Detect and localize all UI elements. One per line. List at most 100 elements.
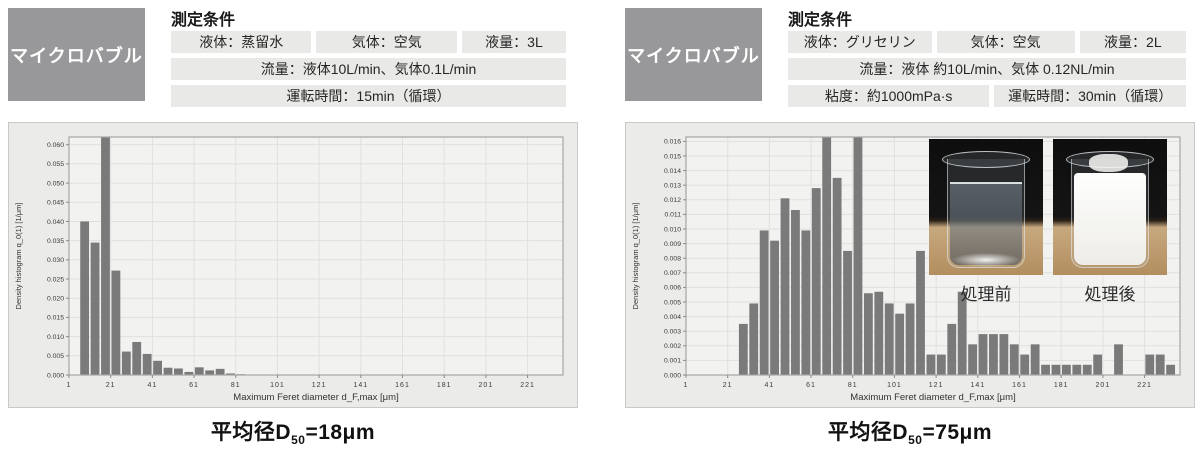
svg-text:1: 1 — [684, 382, 689, 389]
svg-text:0.011: 0.011 — [664, 212, 681, 219]
svg-text:0.016: 0.016 — [664, 139, 681, 146]
svg-text:0.009: 0.009 — [664, 241, 681, 248]
svg-text:21: 21 — [723, 382, 733, 389]
svg-text:221: 221 — [520, 382, 535, 389]
conditions-row: 液体：蒸留水 気体：空気 液量：3L — [171, 31, 566, 53]
svg-text:0.012: 0.012 — [664, 197, 681, 204]
mean-diameter-caption: 平均径D50=75μm — [625, 416, 1195, 447]
condition-volume: 液量：2L — [1079, 31, 1186, 53]
svg-text:0.015: 0.015 — [47, 315, 64, 322]
svg-text:0.001: 0.001 — [664, 358, 681, 365]
svg-text:0.010: 0.010 — [47, 334, 64, 341]
condition-viscosity: 粘度：約1000mPa·s — [788, 85, 990, 107]
svg-text:121: 121 — [312, 382, 327, 389]
before-treatment-column: 処理前 — [928, 139, 1044, 305]
svg-text:0.008: 0.008 — [664, 255, 681, 262]
svg-text:181: 181 — [437, 382, 452, 389]
svg-text:0.005: 0.005 — [664, 299, 681, 306]
svg-text:0.050: 0.050 — [47, 180, 64, 187]
svg-text:21: 21 — [106, 382, 116, 389]
caption-prefix: 平均径D — [210, 421, 292, 444]
svg-text:0.000: 0.000 — [664, 372, 681, 379]
conditions-row: 粘度：約1000mPa·s 運転時間：30min（循環） — [788, 85, 1186, 107]
svg-text:181: 181 — [1054, 382, 1069, 389]
condition-volume: 液量：3L — [461, 31, 566, 53]
beaker-clear — [941, 151, 1031, 269]
svg-text:81: 81 — [848, 382, 858, 389]
histogram-glycerin: 0.000 0.001 0.002 0.003 0.004 0.005 0.006 0.007… — [625, 122, 1195, 408]
condition-flow-rate: 流量：液体10L/min、気体0.1L/min — [171, 58, 566, 80]
product-type-badge: マイクロバブル — [8, 8, 145, 101]
svg-text:0.007: 0.007 — [664, 270, 681, 277]
condition-gas: 気体：空気 — [936, 31, 1075, 53]
conditions-title: 測定条件 — [171, 12, 236, 29]
caption-prefix: 平均径D — [827, 421, 909, 444]
svg-text:81: 81 — [231, 382, 241, 389]
condition-liquid: 液体：グリセリン — [788, 31, 932, 53]
svg-text:41: 41 — [764, 382, 774, 389]
svg-text:0.015: 0.015 — [664, 153, 681, 160]
svg-text:0.035: 0.035 — [47, 238, 64, 245]
after-treatment-label: 処理後 — [1084, 285, 1136, 304]
svg-text:61: 61 — [806, 382, 816, 389]
panel-distilled-water: マイクロバブル 測定条件 液体：蒸留水 気体：空気 液量：3L 流量：液体10L… — [8, 0, 578, 455]
conditions-row: 運転時間：15min（循環） — [171, 85, 566, 107]
svg-text:0.013: 0.013 — [664, 182, 681, 189]
svg-text:0.040: 0.040 — [47, 219, 64, 226]
svg-text:0.000: 0.000 — [47, 372, 64, 379]
svg-text:0.014: 0.014 — [664, 168, 681, 175]
svg-text:Maximum Feret diameter d_F,max: Maximum Feret diameter d_F,max [μm] — [233, 392, 398, 403]
caption-value: =18μm — [305, 421, 376, 444]
svg-text:Density histogram q_0(1) [1/μm: Density histogram q_0(1) [1/μm] — [631, 203, 640, 310]
svg-text:0.060: 0.060 — [47, 142, 64, 149]
condition-liquid: 液体：蒸留水 — [171, 31, 312, 53]
condition-flow-rate: 流量：液体 約10L/min、気体 0.12NL/min — [788, 58, 1186, 80]
svg-text:141: 141 — [970, 382, 985, 389]
condition-gas: 気体：空気 — [316, 31, 457, 53]
after-treatment-column: 処理後 — [1052, 139, 1168, 305]
caption-subscript: 50 — [291, 433, 306, 448]
svg-text:Density histogram q_0(1) [1/μm: Density histogram q_0(1) [1/μm] — [14, 203, 23, 310]
conditions-table: 液体：グリセリン 気体：空気 液量：2L 流量：液体 約10L/min、気体 0… — [788, 31, 1186, 112]
beaker-photos-inset: 処理前 処理後 — [928, 139, 1168, 305]
svg-text:161: 161 — [395, 382, 410, 389]
conditions-row: 流量：液体 約10L/min、気体 0.12NL/min — [788, 58, 1186, 80]
svg-text:41: 41 — [147, 382, 157, 389]
before-treatment-label: 処理前 — [960, 285, 1012, 304]
condition-run-time: 運転時間：30min（循環） — [994, 85, 1186, 107]
svg-text:0.003: 0.003 — [664, 328, 681, 335]
svg-text:0.006: 0.006 — [664, 285, 681, 292]
svg-text:0.004: 0.004 — [664, 314, 681, 321]
conditions-row: 流量：液体10L/min、気体0.1L/min — [171, 58, 566, 80]
svg-text:221: 221 — [1137, 382, 1152, 389]
conditions-table: 液体：蒸留水 気体：空気 液量：3L 流量：液体10L/min、気体0.1L/m… — [171, 31, 566, 112]
svg-text:121: 121 — [929, 382, 944, 389]
svg-text:161: 161 — [1012, 382, 1027, 389]
svg-text:101: 101 — [887, 382, 902, 389]
svg-text:0.055: 0.055 — [47, 161, 64, 168]
svg-text:0.010: 0.010 — [664, 226, 681, 233]
histogram-svg: 0.000 0.005 0.010 0.015 0.020 0.025 0.030 0.035… — [14, 136, 564, 403]
svg-text:0.005: 0.005 — [47, 353, 64, 360]
svg-text:0.020: 0.020 — [47, 296, 64, 303]
svg-text:201: 201 — [1096, 382, 1111, 389]
svg-text:101: 101 — [270, 382, 285, 389]
mean-diameter-caption: 平均径D50=18μm — [8, 416, 578, 447]
svg-text:0.045: 0.045 — [47, 200, 64, 207]
svg-text:0.025: 0.025 — [47, 276, 64, 283]
histogram-distilled-water: 0.000 0.005 0.010 0.015 0.020 0.025 0.030 0.035… — [8, 122, 578, 408]
caption-value: =75μm — [922, 421, 993, 444]
condition-run-time: 運転時間：15min（循環） — [171, 85, 566, 107]
product-type-badge: マイクロバブル — [625, 8, 762, 101]
caption-subscript: 50 — [908, 433, 923, 448]
conditions-title: 測定条件 — [788, 12, 853, 29]
beaker-photo-after — [1053, 139, 1167, 275]
beaker-milky — [1065, 151, 1155, 269]
svg-text:61: 61 — [189, 382, 199, 389]
conditions-row: 液体：グリセリン 気体：空気 液量：2L — [788, 31, 1186, 53]
svg-text:201: 201 — [479, 382, 494, 389]
svg-text:0.002: 0.002 — [664, 343, 681, 350]
panel-glycerin: マイクロバブル 測定条件 液体：グリセリン 気体：空気 液量：2L 流量：液体 … — [625, 0, 1195, 455]
svg-text:0.030: 0.030 — [47, 257, 64, 264]
